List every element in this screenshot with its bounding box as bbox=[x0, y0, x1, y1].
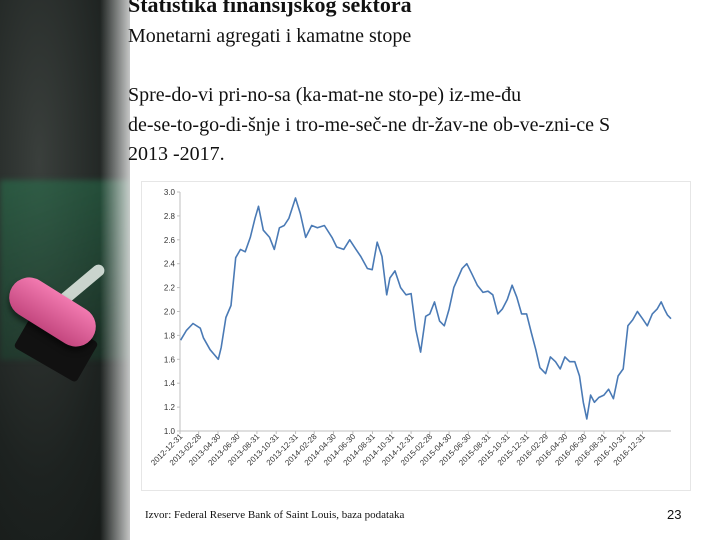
y-tick-label: 2.0 bbox=[164, 308, 176, 317]
spread-line-chart: 1.01.21.41.61.82.02.22.42.62.83.02012-12… bbox=[149, 188, 672, 467]
page-number: 23 bbox=[667, 507, 682, 522]
y-tick-label: 1.6 bbox=[164, 355, 176, 364]
slide-subtitle: Monetarni agregati i kamatne stope bbox=[128, 25, 412, 47]
slide-title: Statistika finansijskog sektora bbox=[128, 0, 412, 17]
y-tick-label: 2.2 bbox=[164, 284, 176, 293]
y-tick-label: 2.6 bbox=[164, 236, 176, 245]
y-tick-label: 1.0 bbox=[164, 427, 176, 436]
chart-frame bbox=[141, 181, 691, 491]
y-tick-label: 3.0 bbox=[164, 188, 176, 197]
y-tick-label: 2.4 bbox=[164, 260, 176, 269]
y-tick-label: 1.2 bbox=[164, 403, 176, 412]
heading-line-2: de-se-to-go-di-šnje i tro-me-seč-ne dr-ž… bbox=[128, 114, 611, 136]
y-tick-label: 2.8 bbox=[164, 212, 176, 221]
source-note: Izvor: Federal Reserve Bank of Saint Lou… bbox=[145, 509, 405, 521]
series-line bbox=[179, 197, 672, 420]
y-tick-label: 1.4 bbox=[164, 379, 176, 388]
y-tick-label: 1.8 bbox=[164, 331, 176, 340]
heading-line-1: Spre-do-vi pri-no-sa (ka-mat-ne sto-pe) … bbox=[128, 84, 522, 106]
heading-line-3: 2013 -2017. bbox=[128, 143, 225, 165]
board-fade bbox=[100, 0, 140, 540]
